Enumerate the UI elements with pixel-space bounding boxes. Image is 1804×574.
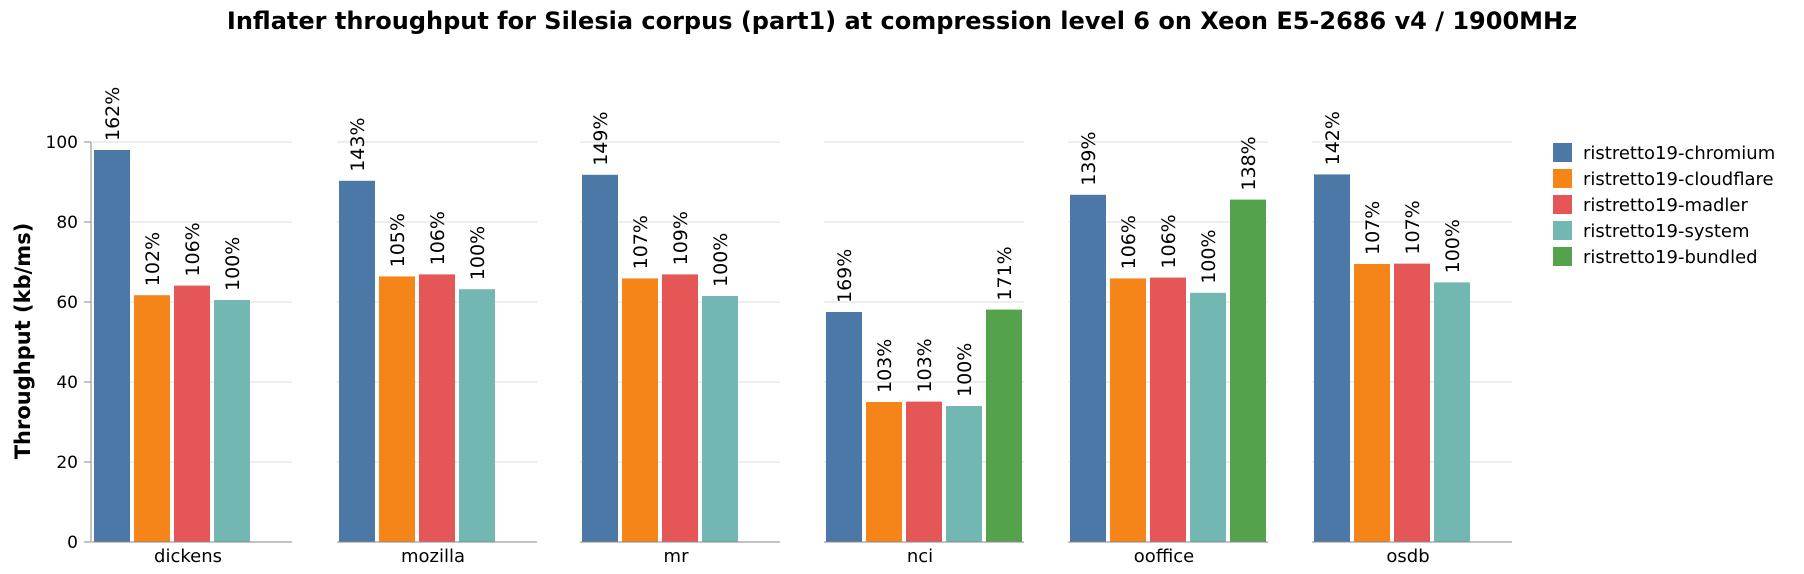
data-label: 100%: [467, 226, 489, 280]
category-label: mr: [664, 546, 690, 567]
data-label: 149%: [590, 111, 612, 165]
data-label: 138%: [1238, 136, 1260, 190]
chart-title: Inflater throughput for Silesia corpus (…: [227, 7, 1577, 35]
bar: [826, 312, 862, 542]
category-label: mozilla: [401, 546, 465, 567]
legend-label: ristretto19-madler: [1583, 195, 1749, 216]
bar: [1314, 174, 1350, 542]
data-label: 107%: [1362, 201, 1384, 255]
data-label: 106%: [427, 211, 449, 265]
bar: [419, 274, 455, 542]
data-label: 109%: [670, 211, 692, 265]
legend-swatch: [1553, 195, 1572, 214]
data-label: 106%: [1118, 215, 1140, 269]
bar: [906, 401, 942, 542]
y-tick-label: 0: [67, 533, 78, 553]
bar: [379, 276, 415, 542]
bar: [582, 174, 618, 543]
bar: [986, 309, 1022, 542]
data-label: 139%: [1078, 131, 1100, 185]
bar: [662, 274, 698, 542]
data-label: 105%: [387, 213, 409, 267]
y-axis-label: Throughput (kb/ms): [11, 223, 35, 460]
data-label: 100%: [1442, 219, 1464, 273]
data-label: 169%: [834, 249, 856, 303]
bar: [1434, 282, 1470, 542]
data-label: 106%: [182, 222, 204, 276]
category-label: nci: [907, 546, 933, 567]
bar: [702, 296, 738, 542]
bar: [459, 289, 495, 542]
bar: [94, 150, 130, 542]
bar: [946, 406, 982, 542]
y-tick-label: 80: [56, 213, 78, 233]
legend-swatch: [1553, 169, 1572, 188]
legend-label: ristretto19-bundled: [1583, 247, 1758, 268]
data-label: 102%: [142, 232, 164, 286]
legend-label: ristretto19-chromium: [1583, 143, 1775, 164]
bar: [214, 300, 250, 542]
bar: [1230, 199, 1266, 542]
bar: [866, 402, 902, 542]
bar: [1354, 264, 1390, 542]
y-tick-label: 40: [56, 373, 78, 393]
y-tick-label: 100: [46, 133, 78, 153]
bar: [174, 285, 210, 542]
data-label: 100%: [222, 237, 244, 291]
data-label: 107%: [630, 215, 652, 269]
data-label: 107%: [1402, 200, 1424, 254]
data-label: 100%: [710, 233, 732, 287]
data-label: 106%: [1158, 214, 1180, 268]
data-label: 142%: [1322, 111, 1344, 165]
bar: [1190, 292, 1226, 542]
category-label: osdb: [1386, 546, 1429, 567]
plot-area: 0 20 40 60 80 100 162% 102% 106% 100% dickens 143% 1…: [46, 87, 1512, 567]
bar: [339, 180, 375, 543]
bar: [1394, 263, 1430, 542]
data-label: 100%: [954, 343, 976, 397]
bar: [1070, 194, 1106, 543]
category-label: ooffice: [1134, 546, 1194, 567]
bar: [622, 278, 658, 542]
data-label: 162%: [102, 87, 124, 141]
legend-swatch: [1553, 247, 1572, 266]
legend-swatch: [1553, 221, 1572, 240]
bar: [1150, 277, 1186, 542]
data-label: 103%: [874, 339, 896, 393]
y-tick-label: 60: [56, 293, 78, 313]
legend-swatch: [1553, 143, 1572, 162]
legend: ristretto19-chromium ristretto19-cloudfla…: [1553, 143, 1775, 268]
legend-label: ristretto19-cloudflare: [1583, 169, 1774, 190]
data-label: 100%: [1198, 229, 1220, 283]
bar: [134, 295, 170, 542]
data-label: 143%: [347, 117, 369, 171]
data-label: 171%: [994, 246, 1016, 300]
legend-label: ristretto19-system: [1583, 221, 1750, 242]
bar: [1110, 278, 1146, 542]
y-tick-label: 20: [56, 453, 78, 473]
category-label: dickens: [154, 546, 222, 567]
data-label: 103%: [914, 338, 936, 392]
